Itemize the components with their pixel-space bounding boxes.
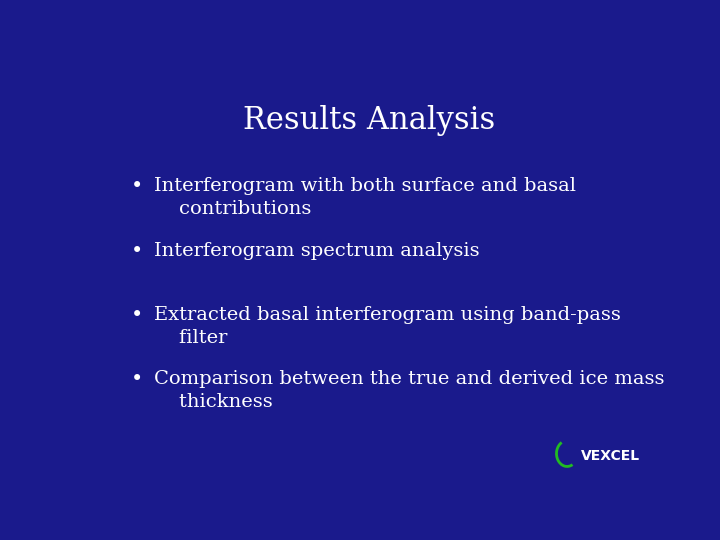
Text: Results Analysis: Results Analysis <box>243 105 495 137</box>
Text: Interferogram spectrum analysis: Interferogram spectrum analysis <box>154 241 480 260</box>
Text: Interferogram with both surface and basal
    contributions: Interferogram with both surface and basa… <box>154 177 576 218</box>
Text: VEXCEL: VEXCEL <box>581 449 640 463</box>
Text: •: • <box>131 370 143 389</box>
Text: Comparison between the true and derived ice mass
    thickness: Comparison between the true and derived … <box>154 370 665 411</box>
Text: •: • <box>131 177 143 196</box>
Text: •: • <box>131 306 143 325</box>
Text: Extracted basal interferogram using band-pass
    filter: Extracted basal interferogram using band… <box>154 306 621 347</box>
Text: •: • <box>131 241 143 260</box>
